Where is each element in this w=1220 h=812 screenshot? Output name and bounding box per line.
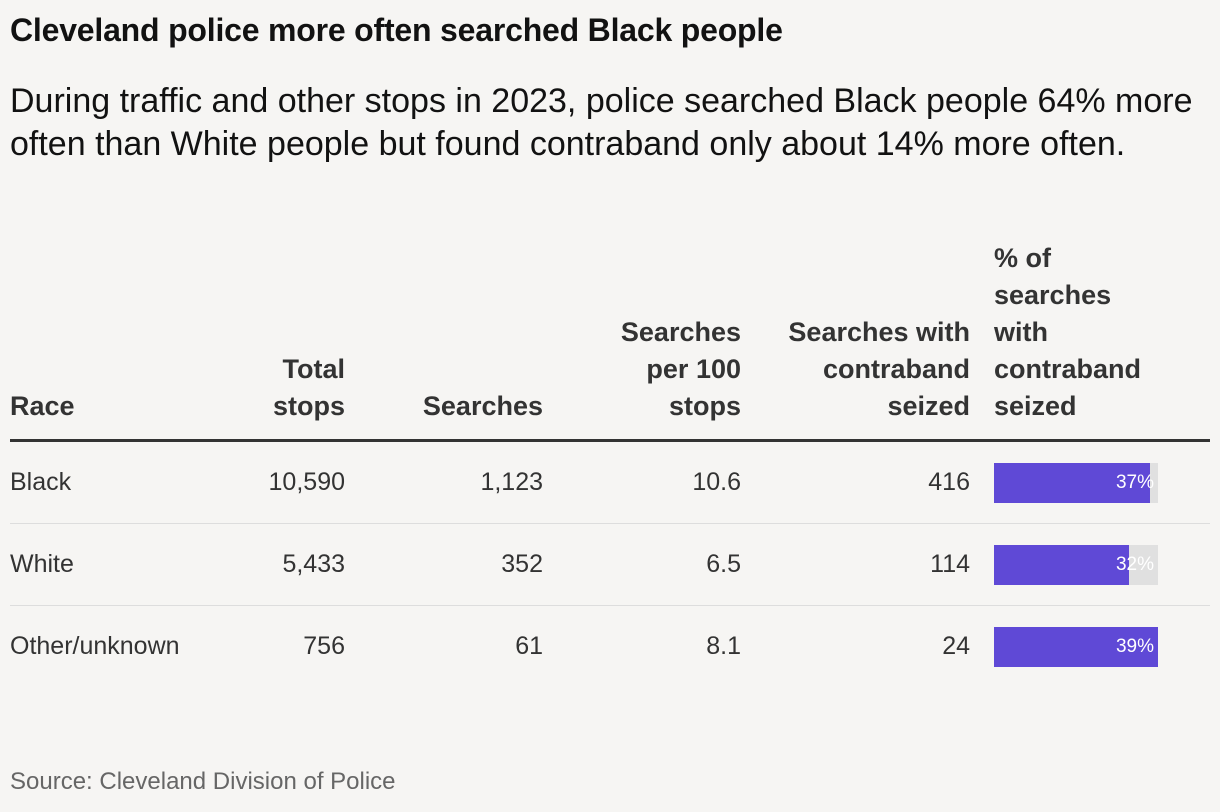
cell-contraband-seized: 24 [942, 632, 970, 660]
cell-contraband-seized: 114 [741, 523, 970, 606]
column-header-total-stops: Total stops [210, 240, 345, 442]
cell-searches-per-100: 8.1 [706, 632, 741, 660]
bar-label: 37% [1115, 471, 1154, 493]
cell-pct-bar: 37% [970, 440, 1210, 524]
cell-searches: 352 [345, 523, 543, 606]
cell-searches: 1,123 [345, 440, 543, 524]
cell-total-stops: 756 [303, 632, 345, 660]
column-header-searches-per-100: Searches per 100 stops [543, 240, 741, 442]
chart-title: Cleveland police more often searched Bla… [10, 12, 783, 48]
table-row-other-unknown: Other/unknown 756 61 8.1 24 39% [10, 606, 1210, 688]
bar-track: 32% [994, 544, 1158, 585]
table-row-white: White 5,433 352 6.5 114 32% [10, 523, 1210, 606]
cell-total-stops: 10,590 [210, 440, 345, 524]
cell-searches-per-100: 10.6 [543, 440, 741, 524]
cell-searches: 61 [515, 632, 543, 660]
cell-race: White [10, 523, 210, 606]
chart-subtitle: During traffic and other stops in 2023, … [10, 82, 1193, 163]
bar-fill [994, 462, 1150, 503]
bar-track: 39% [994, 626, 1158, 667]
cell-race: Other/unknown [10, 632, 180, 660]
cell-contraband-seized: 416 [741, 440, 970, 524]
cell-race: Black [10, 440, 210, 524]
source-note: Source: Cleveland Division of Police [10, 768, 396, 795]
stops-table: Race Total stops Searches Searches per 1… [10, 240, 1210, 687]
cell-pct-bar: 32% [970, 523, 1210, 606]
bar-label: 32% [1115, 553, 1154, 575]
cell-searches-per-100: 6.5 [543, 523, 741, 606]
column-header-race: Race [10, 240, 210, 442]
bar-fill [994, 626, 1158, 667]
bar-fill [994, 544, 1129, 585]
bar-track: 37% [994, 462, 1158, 503]
cell-pct-bar: 39% [970, 606, 1210, 688]
cell-total-stops: 5,433 [210, 523, 345, 606]
column-header-contraband-seized: Searches with contraband seized [741, 240, 970, 442]
column-header-pct-contraband: % of searches with contraband seized [970, 240, 1210, 442]
column-header-searches: Searches [345, 240, 543, 442]
bar-label: 39% [1115, 635, 1154, 657]
header-row: Race Total stops Searches Searches per 1… [10, 240, 1210, 442]
table-row-black: Black 10,590 1,123 10.6 416 37% [10, 440, 1210, 524]
